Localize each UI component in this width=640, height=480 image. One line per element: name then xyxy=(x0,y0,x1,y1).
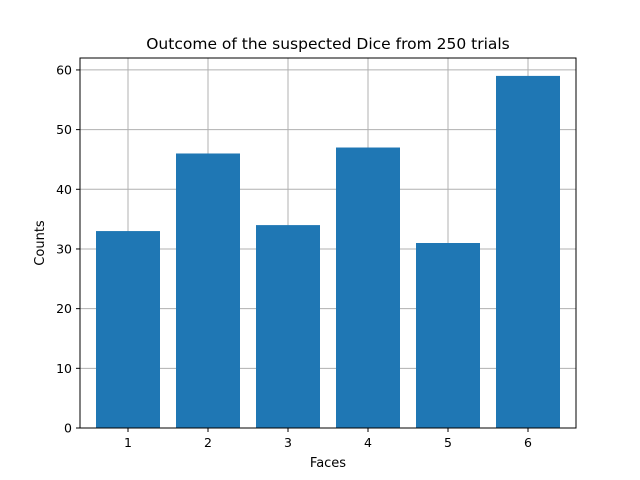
x-tick-label: 4 xyxy=(364,435,372,450)
y-tick-label: 20 xyxy=(56,301,72,316)
bar-face-1 xyxy=(96,231,160,428)
chart-title: Outcome of the suspected Dice from 250 t… xyxy=(146,35,510,53)
y-tick-label: 0 xyxy=(64,421,72,436)
x-tick-label: 2 xyxy=(204,435,212,450)
axes-frame xyxy=(79,57,577,429)
y-tick-label: 30 xyxy=(56,241,72,256)
bar-face-4 xyxy=(336,147,400,429)
plot-area-background xyxy=(80,58,576,428)
bar-face-5 xyxy=(416,243,480,428)
y-tick-label: 50 xyxy=(56,122,72,137)
bar-face-3 xyxy=(256,225,320,428)
x-tick-label: 3 xyxy=(284,435,292,450)
bar-layer xyxy=(96,75,560,429)
x-tick-label: 5 xyxy=(444,435,452,450)
y-tick-label: 40 xyxy=(56,182,72,197)
y-axis-label: Counts xyxy=(33,220,48,266)
x-axis-label: Faces xyxy=(310,456,346,471)
x-tick-label: 6 xyxy=(524,435,532,450)
bar-face-2 xyxy=(176,153,240,428)
y-tick-label: 60 xyxy=(56,62,72,77)
bar-face-6 xyxy=(496,75,560,428)
x-tick-label: 1 xyxy=(124,435,132,450)
y-tick-label: 10 xyxy=(56,361,72,376)
